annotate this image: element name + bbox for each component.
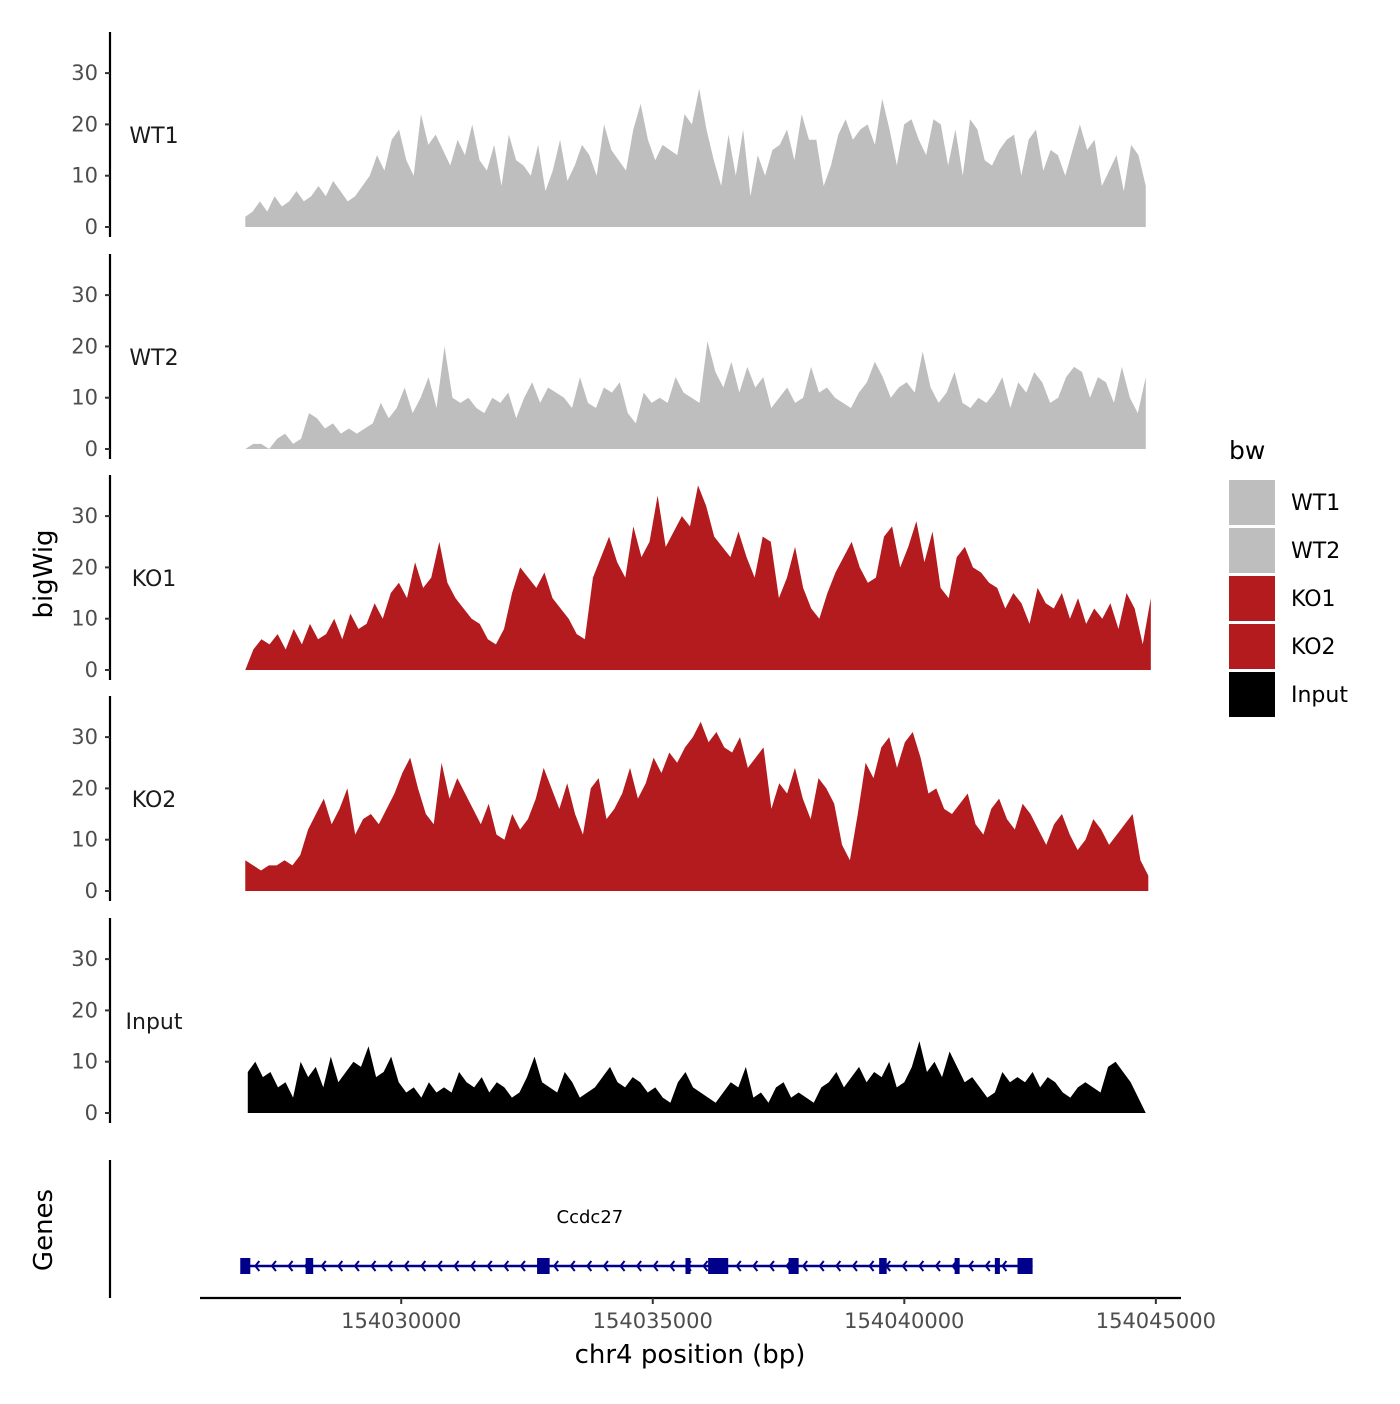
gene-exon [306, 1258, 314, 1274]
x-axis-title: chr4 position (bp) [575, 1340, 806, 1370]
signal-area-wt2 [245, 341, 1146, 449]
legend-entry-ko1: KO1 [1229, 576, 1336, 621]
gene-exon [789, 1258, 799, 1274]
legend-swatch [1229, 672, 1275, 717]
gene-exon [879, 1258, 887, 1274]
track-label: KO2 [132, 788, 177, 813]
y-tick-label: 0 [85, 215, 98, 239]
gene-exon [240, 1258, 250, 1274]
y-tick-label: 0 [85, 658, 98, 682]
tracks-layer: 0 10 20 30 WT1 0 10 20 30 WT2 0 10 20 30 KO1 0 10 20 30 KO2… [71, 32, 1151, 1125]
x-axis: 154030000 154035000 154040000 154045000 [200, 1298, 1216, 1333]
y-tick-label: 30 [71, 947, 98, 971]
legend-label: KO1 [1291, 587, 1336, 612]
legend-swatch [1229, 576, 1275, 621]
genes-axis-title: Genes [29, 1189, 59, 1271]
y-tick-label: 20 [71, 998, 98, 1022]
legend-entry-input: Input [1229, 672, 1348, 717]
gene-ccdc27: Ccdc27 [240, 1207, 1032, 1274]
genes-layer: Ccdc27 [110, 1160, 1033, 1298]
track-label: WT2 [129, 346, 178, 371]
track-ko1: 0 10 20 30 KO1 [71, 475, 1151, 682]
track-wt2: 0 10 20 30 WT2 [71, 254, 1146, 461]
track-label: Input [126, 1010, 183, 1035]
y-tick-label: 20 [71, 555, 98, 579]
y-tick-label: 30 [71, 283, 98, 307]
legend-label: Input [1291, 683, 1348, 708]
gene-exon [537, 1258, 550, 1274]
legend: bw WT1 WT2 KO1 KO2 Input [1229, 436, 1348, 717]
legend-label: KO2 [1291, 635, 1336, 660]
legend-title: bw [1229, 436, 1265, 465]
track-label: WT1 [129, 124, 178, 149]
y-tick-label: 20 [71, 776, 98, 800]
y-tick-label: 30 [71, 725, 98, 749]
y-tick-label: 20 [71, 112, 98, 136]
y-tick-label: 10 [71, 1050, 98, 1074]
y-tick-label: 10 [71, 164, 98, 188]
gene-exon [955, 1258, 960, 1274]
y-tick-label: 20 [71, 334, 98, 358]
gene-name-label: Ccdc27 [557, 1207, 624, 1228]
y-tick-label: 30 [71, 504, 98, 528]
legend-swatch [1229, 624, 1275, 669]
y-tick-label: 10 [71, 607, 98, 631]
y-tick-label: 0 [85, 437, 98, 461]
gene-exon [685, 1258, 690, 1274]
legend-label: WT1 [1291, 491, 1340, 516]
legend-entry-wt2: WT2 [1229, 528, 1340, 573]
signal-area-wt1 [245, 88, 1146, 227]
legend-entry-wt1: WT1 [1229, 480, 1340, 525]
gene-exon [708, 1258, 728, 1274]
y-tick-label: 0 [85, 879, 98, 903]
gene-exon [995, 1258, 1000, 1274]
legend-swatch [1229, 528, 1275, 573]
x-tick-label: 154045000 [1096, 1309, 1216, 1333]
x-tick-label: 154030000 [341, 1309, 461, 1333]
track-input: 0 10 20 30 Input [71, 918, 1146, 1125]
legend-swatch [1229, 480, 1275, 525]
y-tick-label: 0 [85, 1101, 98, 1125]
gene-exon [1018, 1258, 1033, 1274]
track-ko2: 0 10 20 30 KO2 [71, 696, 1148, 903]
y-axis-title: bigWig [29, 529, 59, 618]
y-tick-label: 10 [71, 386, 98, 410]
track-wt1: 0 10 20 30 WT1 [71, 32, 1146, 239]
x-tick-label: 154035000 [593, 1309, 713, 1333]
legend-label: WT2 [1291, 539, 1340, 564]
x-tick-label: 154040000 [844, 1309, 964, 1333]
signal-area-ko2 [245, 722, 1148, 891]
y-tick-label: 30 [71, 61, 98, 85]
track-label: KO1 [132, 567, 177, 592]
signal-area-input [248, 1041, 1146, 1113]
y-tick-label: 10 [71, 828, 98, 852]
signal-area-ko1 [245, 485, 1151, 670]
legend-entry-ko2: KO2 [1229, 624, 1336, 669]
